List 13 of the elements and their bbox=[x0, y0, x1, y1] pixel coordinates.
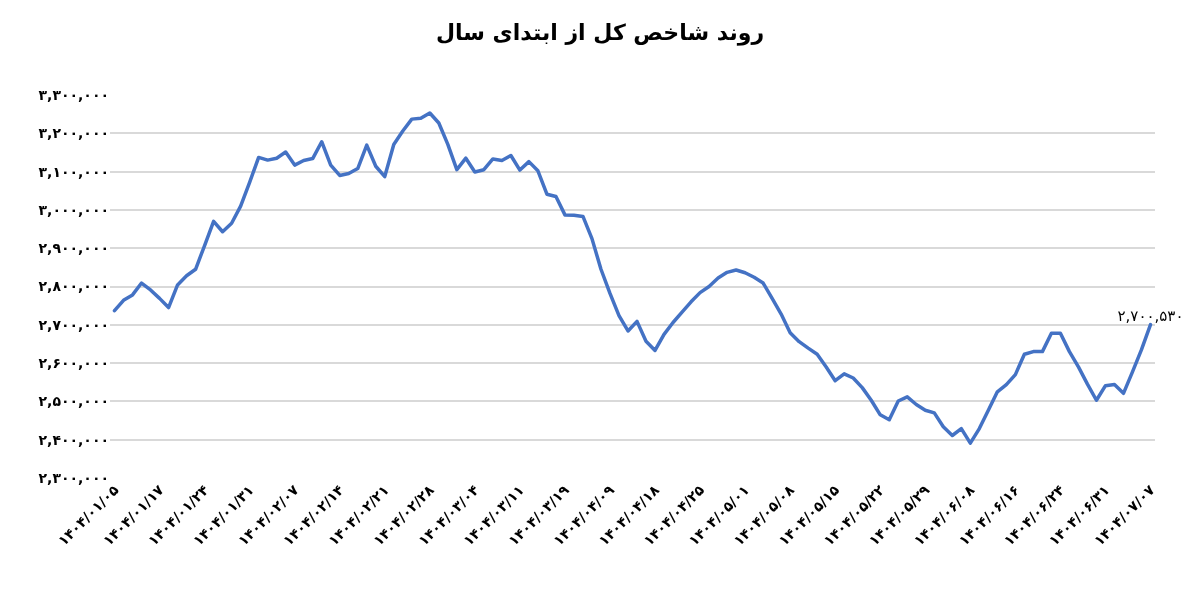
y-tick-label: ۳,۲۰۰,۰۰۰ bbox=[38, 125, 109, 142]
y-tick-label: ۳,۰۰۰,۰۰۰ bbox=[38, 201, 109, 218]
chart-title: روند شاخص کل از ابتدای سال bbox=[435, 19, 765, 46]
y-tick-label: ۳,۳۰۰,۰۰۰ bbox=[38, 86, 109, 103]
y-tick-label: ۲,۸۰۰,۰۰۰ bbox=[38, 278, 109, 295]
y-tick-label: ۲,۹۰۰,۰۰۰ bbox=[38, 240, 109, 257]
y-tick-label: ۲,۷۰۰,۰۰۰ bbox=[38, 316, 109, 333]
data-label: ۲,۷۰۰,۵۳۰ bbox=[1117, 306, 1184, 325]
y-tick-label: ۲,۶۰۰,۰۰۰ bbox=[38, 355, 109, 371]
y-tick-label: ۲,۵۰۰,۰۰۰ bbox=[38, 393, 109, 410]
y-tick-label: ۲,۳۰۰,۰۰۰ bbox=[38, 469, 109, 486]
y-tick-label: ۳,۱۰۰,۰۰۰ bbox=[38, 163, 109, 180]
y-tick-label: ۲,۴۰۰,۰۰۰ bbox=[38, 431, 109, 448]
